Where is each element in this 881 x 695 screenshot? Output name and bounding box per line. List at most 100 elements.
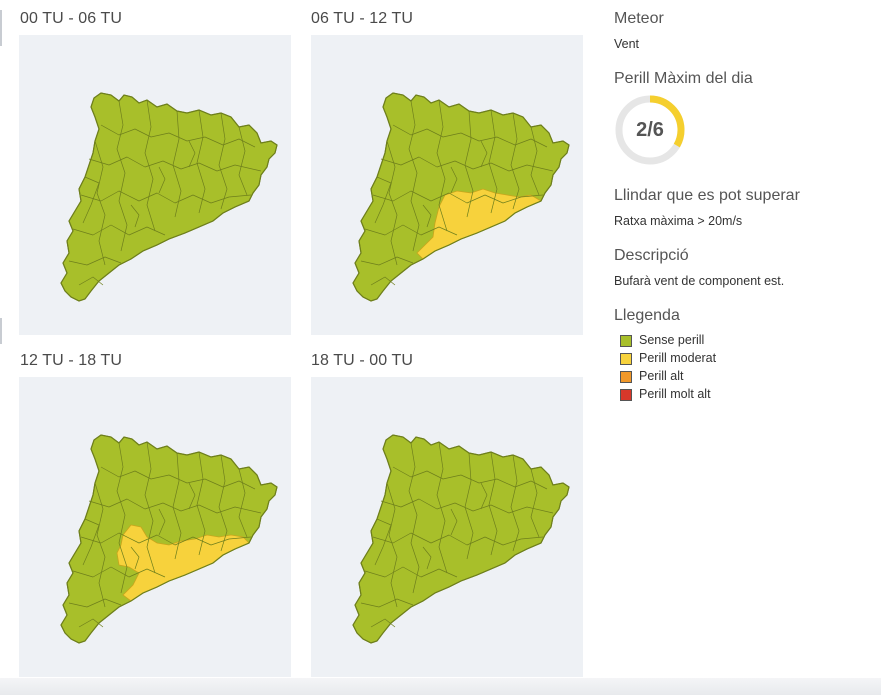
comarca-boundary xyxy=(530,126,540,196)
comarca-boundary xyxy=(488,451,498,556)
map-region-base xyxy=(60,92,278,302)
comarca-boundary xyxy=(144,441,156,574)
comarca-boundary xyxy=(218,112,228,210)
description-title: Descripció xyxy=(614,247,689,264)
map-panel[interactable] xyxy=(311,35,583,335)
meteor-title: Meteor xyxy=(614,10,664,27)
comarca-boundary xyxy=(116,100,128,252)
legend-swatch xyxy=(620,335,632,347)
comarca-boundary xyxy=(364,566,458,578)
comarca-boundary xyxy=(422,546,432,570)
comarca-boundary xyxy=(436,441,448,574)
catalonia-map xyxy=(60,92,278,302)
comarca-boundary xyxy=(380,156,554,172)
catalonia-map xyxy=(352,434,570,644)
legend-label: Perill alt xyxy=(639,369,684,383)
legend-label: Perill moderat xyxy=(639,351,717,365)
map-outline xyxy=(60,92,278,302)
comarca-boundary xyxy=(80,190,252,204)
comarca-boundary xyxy=(360,256,414,266)
left-edge xyxy=(0,10,2,46)
comarca-boundary xyxy=(392,466,548,490)
comarca-boundary xyxy=(392,124,548,148)
panel-title: 12 TU - 18 TU xyxy=(20,352,123,369)
gauge-ring xyxy=(615,95,685,165)
comarca-boundary xyxy=(94,140,106,266)
comarca-boundary xyxy=(196,109,206,214)
map-outline xyxy=(352,92,570,302)
comarca-boundary xyxy=(480,482,488,510)
panel-title: 18 TU - 00 TU xyxy=(311,352,414,369)
legend-label: Sense perill xyxy=(639,333,705,347)
comarca-boundary xyxy=(464,110,474,218)
comarca-boundary xyxy=(408,442,420,594)
comarca-boundary xyxy=(370,276,396,286)
comarca-boundary xyxy=(218,454,228,552)
catalonia-map xyxy=(352,92,570,302)
map-panel[interactable] xyxy=(311,377,583,677)
comarca-boundary xyxy=(172,110,182,218)
map-panel[interactable] xyxy=(19,377,291,677)
comarca-boundary xyxy=(374,176,392,224)
comarca-boundary xyxy=(94,482,106,608)
comarca-boundary xyxy=(100,124,256,148)
comarca-boundary xyxy=(88,498,262,514)
comarca-boundary xyxy=(196,451,206,556)
comarca-boundary xyxy=(372,190,544,204)
comarca-boundary xyxy=(158,166,166,194)
legend-label: Perill molt alt xyxy=(639,387,711,401)
comarca-boundary xyxy=(372,532,544,546)
legend-title: Llegenda xyxy=(614,307,680,324)
panel-title: 06 TU - 12 TU xyxy=(311,10,414,27)
comarca-boundary xyxy=(488,109,498,214)
comarca-boundary xyxy=(380,498,554,514)
comarca-boundary xyxy=(130,204,140,228)
comarca-boundary xyxy=(510,112,520,210)
comarca-boundary xyxy=(188,482,196,510)
comarca-boundary xyxy=(82,518,100,566)
comarca-boundary xyxy=(78,618,104,628)
bottom-bar xyxy=(0,678,881,695)
comarca-boundary xyxy=(172,452,182,560)
comarca-boundary xyxy=(82,176,100,224)
comarca-boundary xyxy=(78,276,104,286)
comarca-boundary xyxy=(72,224,166,236)
comarca-boundary xyxy=(510,454,520,552)
danger-gauge-value: 2/6 xyxy=(636,119,664,141)
comarca-boundary xyxy=(88,156,262,172)
map-panel[interactable] xyxy=(19,35,291,335)
comarca-boundary xyxy=(530,468,540,538)
comarca-boundary xyxy=(436,99,448,232)
comarca-boundary xyxy=(408,100,420,252)
comarca-boundary xyxy=(360,598,414,608)
comarca-boundary xyxy=(188,140,196,168)
left-edge xyxy=(0,318,2,344)
comarca-boundary xyxy=(100,466,256,490)
comarca-boundary xyxy=(72,566,166,578)
legend-swatch xyxy=(620,389,632,401)
comarca-boundary xyxy=(386,482,398,608)
max-danger-title: Perill Màxim del dia xyxy=(614,70,753,87)
description-value: Bufarà vent de component est. xyxy=(614,274,785,288)
map-outline xyxy=(60,434,278,644)
comarca-boundary xyxy=(80,532,252,546)
comarca-boundary xyxy=(450,508,458,536)
comarca-boundary xyxy=(130,546,140,570)
comarca-boundary xyxy=(480,140,488,168)
comarca-boundary xyxy=(144,99,156,232)
comarca-boundary xyxy=(238,126,248,196)
comarca-boundary xyxy=(238,468,248,538)
meteor-value: Vent xyxy=(614,37,640,51)
gauge-fill xyxy=(615,95,685,165)
comarca-boundary xyxy=(386,140,398,266)
threshold-title: Llindar que es pot superar xyxy=(614,187,800,204)
comarca-boundary xyxy=(68,256,122,266)
legend-swatch xyxy=(620,353,632,365)
legend-swatch xyxy=(620,371,632,383)
comarca-boundary xyxy=(422,204,432,228)
comarca-boundary xyxy=(464,452,474,560)
map-region-base xyxy=(352,434,570,644)
comarca-boundary xyxy=(364,224,458,236)
map-outline xyxy=(352,434,570,644)
threshold-value: Ratxa màxima > 20m/s xyxy=(614,214,743,228)
